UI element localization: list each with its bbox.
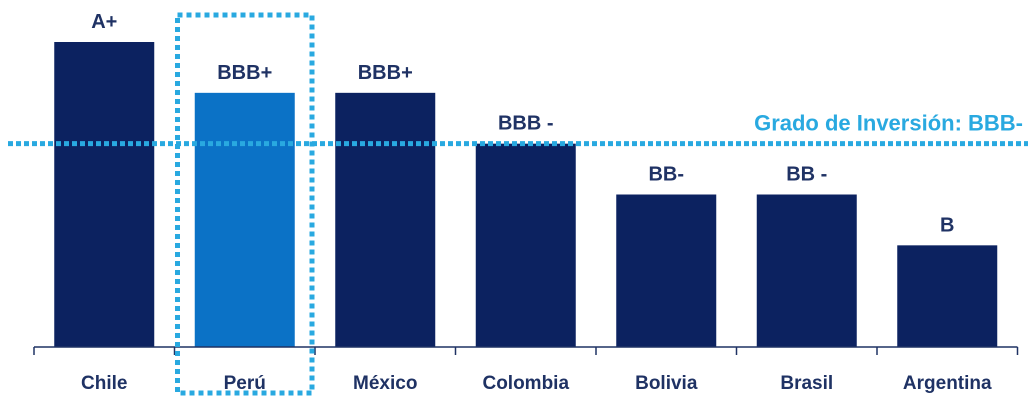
category-label-argentina: Argentina xyxy=(903,373,992,394)
bar-bolivia xyxy=(616,194,717,347)
data-label-mexico: BBB+ xyxy=(358,62,413,84)
bar-colombia xyxy=(475,143,576,347)
highlight-box xyxy=(175,12,315,396)
data-label-argentina: B xyxy=(940,214,954,236)
ticks-group xyxy=(33,347,1019,355)
category-label-colombia: Colombia xyxy=(482,373,569,394)
data-label-bolivia: BB- xyxy=(648,164,684,186)
bar-brasil xyxy=(756,194,857,347)
category-label-bolivia: Bolivia xyxy=(635,373,698,394)
category-label-chile: Chile xyxy=(81,373,127,394)
category-label-brasil: Brasil xyxy=(780,373,833,394)
data-label-chile: A+ xyxy=(91,11,117,33)
bar-peru xyxy=(194,92,295,347)
bars-group xyxy=(54,42,998,347)
data-label-brasil: BB - xyxy=(786,164,827,186)
bar-chile xyxy=(54,42,155,347)
bar-mexico xyxy=(335,92,436,347)
data-label-colombia: BBB - xyxy=(498,113,554,135)
investment-grade-label: Grado de Inversión: BBB- xyxy=(754,111,1023,136)
bar-argentina xyxy=(897,245,998,347)
data-label-peru: BBB+ xyxy=(217,62,272,84)
category-label-peru: Perú xyxy=(224,373,266,394)
category-label-mexico: México xyxy=(353,373,417,394)
